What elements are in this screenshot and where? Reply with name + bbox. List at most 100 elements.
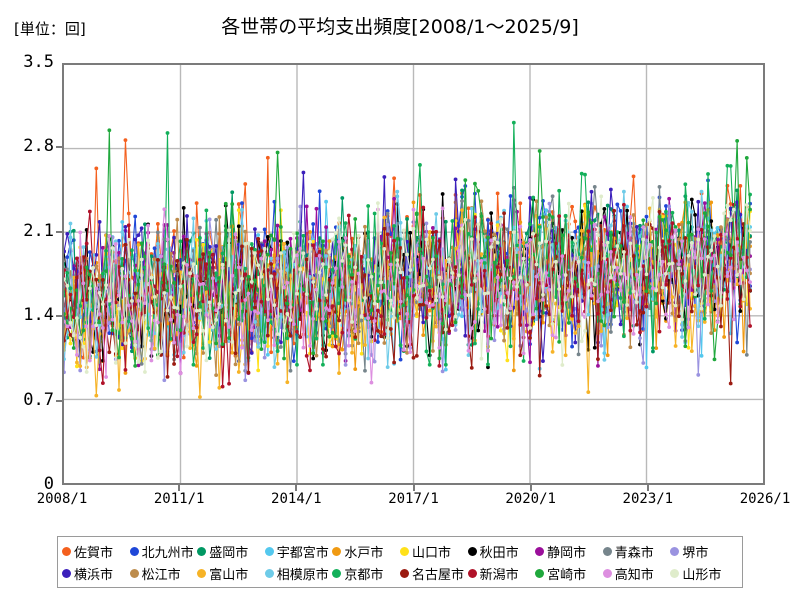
data-point (107, 350, 112, 355)
data-point (748, 240, 752, 244)
data-point (686, 253, 691, 258)
data-point (667, 325, 672, 329)
legend-item[interactable]: 名古屋市 (399, 564, 466, 583)
data-point (87, 358, 92, 363)
data-point (460, 294, 464, 299)
legend-item[interactable]: 宇都宮市 (264, 542, 331, 561)
data-point (136, 360, 141, 364)
data-point (664, 228, 668, 233)
data-point (550, 333, 555, 338)
data-point (333, 334, 338, 339)
data-point (207, 356, 212, 360)
data-point (473, 320, 477, 324)
legend-item[interactable]: 山形市 (670, 564, 736, 583)
data-point (104, 375, 108, 379)
legend-item[interactable]: 青森市 (602, 542, 669, 561)
data-point (324, 254, 328, 258)
data-point (450, 271, 455, 275)
legend-item-label: 横浜市 (74, 567, 114, 583)
legend-item[interactable]: 北九州市 (129, 542, 196, 561)
data-point (172, 229, 176, 233)
data-point (123, 138, 128, 142)
data-point (660, 218, 665, 222)
legend-item[interactable]: 山口市 (399, 542, 466, 561)
legend-item[interactable]: 盛岡市 (197, 542, 263, 561)
data-point (608, 308, 613, 313)
data-point (204, 286, 209, 291)
data-point (104, 269, 108, 274)
legend-item[interactable]: 宮崎市 (535, 564, 601, 583)
legend-item[interactable]: 佐賀市 (62, 542, 128, 561)
data-point (553, 259, 558, 264)
data-point (528, 336, 532, 340)
data-point (311, 351, 316, 356)
data-point (343, 243, 348, 248)
legend-item[interactable]: 新潟市 (467, 564, 534, 583)
legend-item[interactable]: 京都市 (332, 564, 398, 583)
data-point (576, 259, 581, 264)
data-point (308, 230, 312, 234)
legend-item[interactable]: 秋田市 (467, 542, 534, 561)
data-point (191, 362, 196, 367)
legend-item[interactable]: 静岡市 (535, 542, 601, 561)
data-point (634, 272, 639, 277)
legend-item-label: 水戸市 (344, 545, 384, 561)
legend-item[interactable]: 富山市 (197, 564, 263, 583)
data-point (133, 237, 138, 242)
data-point (605, 290, 610, 294)
data-point (321, 362, 325, 367)
data-point (634, 243, 639, 248)
data-point (440, 295, 445, 299)
data-point (460, 227, 464, 231)
legend-item[interactable]: 高知市 (602, 564, 669, 583)
y-tick-label: 3.5 (23, 52, 54, 72)
data-point (589, 189, 594, 194)
data-point (243, 242, 248, 246)
legend-color-swatch (535, 568, 545, 578)
data-point (731, 202, 736, 207)
legend-color-swatch (62, 546, 71, 556)
data-point (253, 251, 257, 255)
data-point (583, 328, 587, 333)
data-point (256, 263, 261, 268)
data-point (227, 381, 231, 386)
data-point (194, 364, 199, 368)
data-point (418, 284, 422, 289)
data-point (136, 233, 141, 238)
data-point (608, 233, 613, 238)
data-point (599, 319, 604, 323)
data-point (495, 191, 500, 196)
data-point (573, 340, 578, 345)
legend-item[interactable]: 水戸市 (332, 542, 398, 561)
data-point (201, 281, 205, 286)
data-point (476, 307, 481, 311)
data-point (670, 235, 675, 240)
data-point (392, 224, 397, 228)
legend-item[interactable]: 横浜市 (62, 564, 128, 583)
data-point (152, 246, 157, 251)
legend-item[interactable]: 堺市 (670, 542, 736, 561)
data-point (136, 363, 141, 368)
legend-item[interactable]: 松江市 (129, 564, 196, 583)
data-point (330, 330, 335, 335)
data-point (502, 338, 506, 343)
legend-item-label: 堺市 (682, 545, 709, 561)
data-point (214, 271, 219, 276)
data-point (680, 239, 684, 243)
data-point (126, 223, 131, 228)
y-tick-label: 0 (43, 474, 54, 494)
data-point (246, 291, 251, 296)
data-point (165, 308, 170, 313)
data-point (440, 192, 445, 196)
legend-item[interactable]: 相模原市 (264, 564, 331, 583)
data-point (185, 344, 189, 349)
data-point (427, 362, 432, 367)
data-point (356, 341, 361, 346)
data-point (324, 354, 328, 359)
data-point (123, 371, 128, 375)
data-point (376, 308, 380, 313)
data-point (162, 207, 167, 212)
data-point (521, 256, 526, 261)
data-point (372, 301, 377, 306)
data-point (117, 388, 121, 392)
